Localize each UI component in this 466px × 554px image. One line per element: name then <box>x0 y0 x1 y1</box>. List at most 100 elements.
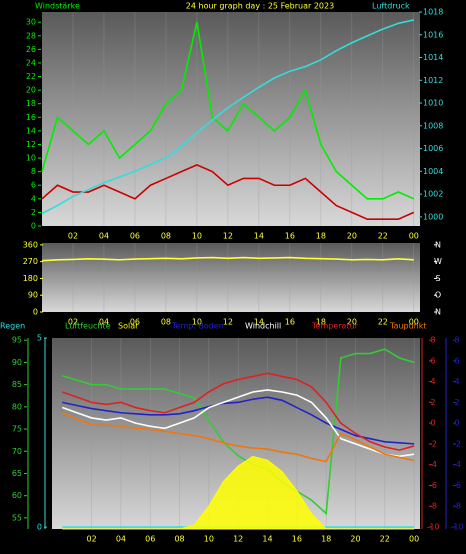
y-tick-label: 28 <box>26 31 36 40</box>
x-tick-label: 16 <box>285 318 295 327</box>
y-tick-label: S <box>435 274 440 283</box>
x-tick-label: 04 <box>116 535 126 544</box>
y-tick-label: -10 <box>426 522 439 531</box>
y-tick-label: 270 <box>23 257 38 266</box>
y-tick-label: O <box>435 291 441 300</box>
y-tick-label: 4 <box>454 377 459 386</box>
y-tick-label: 1000 <box>423 212 443 221</box>
y-tick-label: 70 <box>12 447 22 456</box>
y-tick-label: 1008 <box>423 121 443 130</box>
line <box>41 22 415 200</box>
x-tick-label: 20 <box>350 535 360 544</box>
y-tick-label: 1018 <box>423 8 443 17</box>
x-tick-label: 04 <box>99 318 109 327</box>
x-tick-label: 00 <box>409 318 419 327</box>
legend-label: Taupunkt <box>389 322 427 331</box>
legend-label: Regen <box>0 322 25 331</box>
y-tick-label: 6 <box>31 181 36 190</box>
x-tick-label: 22 <box>378 232 388 241</box>
legend-label: Temperatur <box>311 322 359 331</box>
y-tick-label: -6 <box>429 481 437 490</box>
y-axis-label: Windstärke <box>35 2 80 11</box>
line <box>41 19 414 215</box>
chart-title: 24 hour graph day : 25 Februar 2023 <box>186 2 334 11</box>
plot-area <box>42 12 420 226</box>
y-tick-label: N <box>435 240 441 249</box>
x-tick-label: 10 <box>192 318 202 327</box>
line <box>62 396 415 445</box>
y-tick-label: 2 <box>454 398 459 407</box>
line <box>41 256 414 262</box>
line <box>41 163 415 221</box>
y-tick-label: 0 <box>454 419 459 428</box>
x-tick-label: 08 <box>161 232 171 241</box>
y-tick-label: -6 <box>453 481 461 490</box>
y-tick-label: 1006 <box>423 144 443 153</box>
y-tick-label: 0 <box>33 308 38 317</box>
y-tick-label: 75 <box>12 425 22 434</box>
y-tick-label: 80 <box>12 402 22 411</box>
y-tick-label: 16 <box>26 113 36 122</box>
x-tick-label: 02 <box>68 318 78 327</box>
x-tick-label: 16 <box>285 232 295 241</box>
legend-label: Solar <box>118 322 139 331</box>
x-tick-label: 08 <box>174 535 184 544</box>
x-tick-label: 06 <box>130 318 140 327</box>
x-tick-label: 18 <box>316 318 326 327</box>
y-tick-label: 10 <box>26 154 36 163</box>
plot-area <box>42 243 420 312</box>
y-tick-label: 6 <box>430 356 435 365</box>
legend-label: Windchill <box>245 322 281 331</box>
y-tick-label: -4 <box>429 460 437 469</box>
x-tick-label: 08 <box>161 318 171 327</box>
y-tick-label: 85 <box>12 380 22 389</box>
y-tick-label: 0 <box>37 523 42 532</box>
line <box>62 348 415 516</box>
y-tick-label: 18 <box>26 99 36 108</box>
y-tick-label: 2 <box>430 398 435 407</box>
y-tick-label: 2 <box>31 208 36 217</box>
y-tick-label: 6 <box>454 356 459 365</box>
y-tick-label: 90 <box>12 358 22 367</box>
y-tick-label: 20 <box>26 86 36 95</box>
y-tick-label: 8 <box>430 336 435 345</box>
y-tick-label: 55 <box>12 513 22 522</box>
y-tick-label: 30 <box>26 18 36 27</box>
y-tick-label: 22 <box>26 72 36 81</box>
legend-label: Luftfeuchte <box>65 322 111 331</box>
y-tick-label: 26 <box>26 45 36 54</box>
legend-label: Temp. Boden <box>171 322 224 331</box>
y-tick-label: -8 <box>453 502 461 511</box>
y-tick-label: 1012 <box>423 76 443 85</box>
x-tick-label: 10 <box>204 535 214 544</box>
x-tick-label: 12 <box>223 318 233 327</box>
y-tick-label: 12 <box>26 140 36 149</box>
y-tick-label: 180 <box>23 274 38 283</box>
line <box>61 389 415 458</box>
x-tick-label: 06 <box>130 232 140 241</box>
y-tick-label: 65 <box>12 469 22 478</box>
y-tick-label: 1010 <box>423 99 443 108</box>
line <box>61 412 415 463</box>
y-tick-label: 1014 <box>423 53 443 62</box>
x-tick-label: 02 <box>68 232 78 241</box>
y-tick-label: 0 <box>31 222 36 231</box>
x-tick-label: 20 <box>347 232 357 241</box>
y-tick-label: 1016 <box>423 30 443 39</box>
line <box>61 372 415 451</box>
x-tick-label: 00 <box>409 232 419 241</box>
x-tick-label: 22 <box>378 318 388 327</box>
y-tick-label: 90 <box>28 291 38 300</box>
x-tick-label: 00 <box>409 535 419 544</box>
x-tick-label: 14 <box>254 232 264 241</box>
x-tick-label: 18 <box>321 535 331 544</box>
y-tick-label: 5 <box>37 334 42 343</box>
x-tick-label: 22 <box>380 535 390 544</box>
x-tick-label: 14 <box>262 535 272 544</box>
x-tick-label: 16 <box>292 535 302 544</box>
y-tick-label: 8 <box>31 167 36 176</box>
y-tick-label: -10 <box>450 522 463 531</box>
x-tick-label: 12 <box>233 535 243 544</box>
y-tick-label: 24 <box>26 58 36 67</box>
